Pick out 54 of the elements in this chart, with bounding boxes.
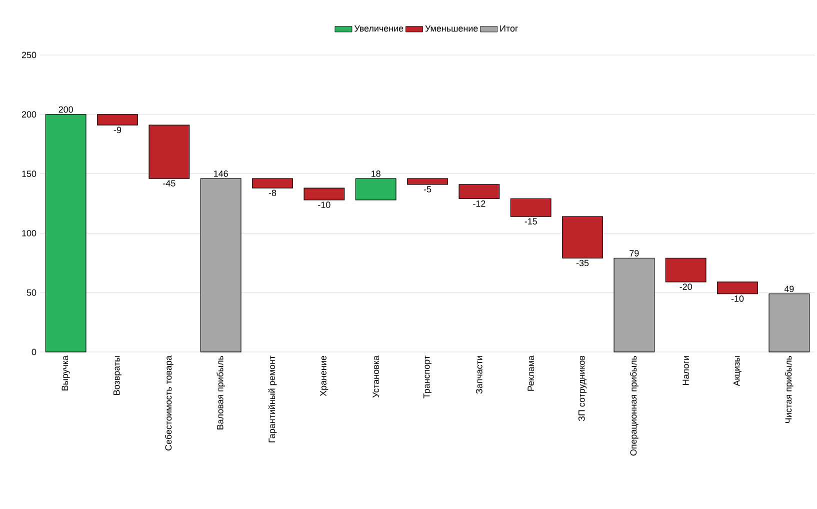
y-tick-label: 250 <box>22 52 36 58</box>
data-label: -8 <box>268 190 276 196</box>
data-label: -20 <box>680 284 692 290</box>
bar <box>768 293 810 352</box>
x-tick-label: Возвраты <box>113 356 122 395</box>
bar <box>355 178 396 200</box>
data-label: -12 <box>473 200 486 207</box>
legend-label: Итог <box>500 25 518 32</box>
data-label: 200 <box>58 106 73 113</box>
bar <box>252 178 293 188</box>
data-label: 146 <box>214 170 228 177</box>
x-tick-label: Хранение <box>320 356 328 396</box>
y-tick-label: 50 <box>26 289 36 296</box>
data-label: 49 <box>784 286 794 292</box>
legend-label: Увеличение <box>354 25 404 32</box>
data-label: -5 <box>424 186 432 192</box>
bar <box>614 258 655 352</box>
x-tick-label: Гарантийный ремонт <box>268 356 277 442</box>
data-label: -15 <box>524 218 537 225</box>
bar <box>717 282 758 294</box>
x-tick-label: Транспорт <box>423 356 432 398</box>
x-tick-label: Операционная прибыль <box>630 356 638 456</box>
x-tick-label: Валовая прибыль <box>216 356 226 430</box>
bar <box>458 184 500 200</box>
bar <box>562 216 603 258</box>
x-tick-label: Запчасти <box>476 356 482 394</box>
x-tick-label: Установка <box>372 356 379 398</box>
x-tick-label: Чистая прибыль <box>784 356 794 423</box>
bar <box>407 178 448 185</box>
x-tick-label: Выручка <box>62 356 70 390</box>
data-label: -10 <box>731 295 744 302</box>
x-tick-label: ЗП сотрудников <box>578 356 587 422</box>
y-tick-label: 100 <box>22 230 36 236</box>
data-label: -35 <box>576 260 589 266</box>
bar <box>97 114 138 126</box>
x-tick-label: Акцизы <box>734 356 742 386</box>
data-label: -10 <box>318 202 330 208</box>
data-label: -45 <box>163 180 176 186</box>
x-tick-label: Себестоимость товара <box>164 356 174 450</box>
data-label: 18 <box>372 170 380 177</box>
x-tick-label: Налоги <box>682 356 689 385</box>
bar <box>304 188 345 200</box>
bar <box>665 258 706 282</box>
y-tick-label: 0 <box>32 348 36 356</box>
bar <box>148 124 190 179</box>
data-label: 79 <box>630 250 639 256</box>
bar <box>510 198 552 217</box>
legend-label: Уменьшение <box>425 25 478 32</box>
y-tick-label: 200 <box>22 111 36 118</box>
bar <box>45 114 86 352</box>
data-label: -9 <box>114 126 122 134</box>
x-tick-label: Реклама <box>528 356 534 391</box>
y-tick-label: 150 <box>22 170 36 177</box>
bar <box>200 178 242 352</box>
